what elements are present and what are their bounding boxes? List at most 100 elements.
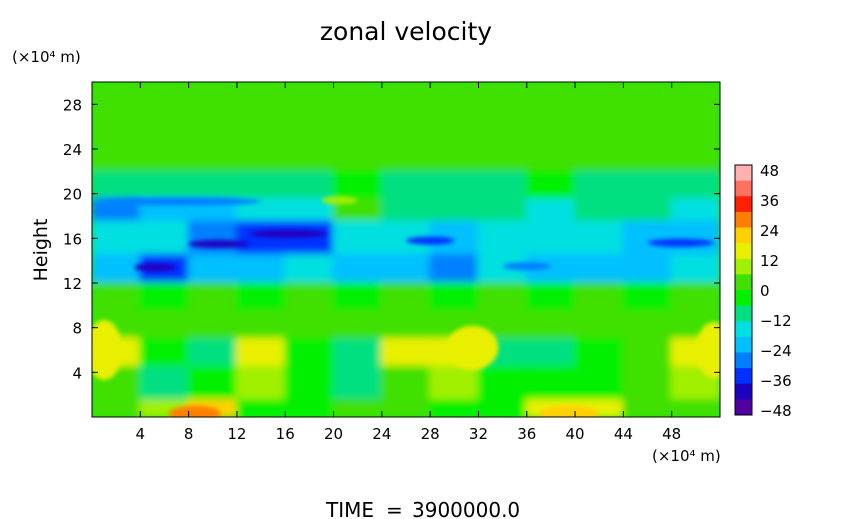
heatmap-blob xyxy=(539,405,600,417)
x-axis-ticks: 4 8 12 16 20 24 28 32 36 40 44 48 xyxy=(136,82,681,443)
heatmap-cell xyxy=(284,365,335,402)
colorbar-segment xyxy=(735,399,752,416)
heatmap-cell xyxy=(284,82,335,128)
heatmap-cell xyxy=(332,282,383,312)
colorbar-tick-label: −24 xyxy=(760,342,792,360)
heatmap-cell xyxy=(622,337,673,368)
heatmap-cell xyxy=(622,170,673,201)
x-tick-label: 16 xyxy=(276,425,295,443)
heatmap-cell xyxy=(139,220,190,257)
heatmap-cell xyxy=(574,170,625,201)
heatmap-cell xyxy=(235,125,287,173)
heatmap-cell xyxy=(139,82,190,128)
x-tick-label: 48 xyxy=(662,425,681,443)
heatmap-cell xyxy=(284,254,335,284)
heatmap-blob xyxy=(168,405,221,417)
x-tick-label: 36 xyxy=(517,425,536,443)
heatmap-cell xyxy=(235,82,287,128)
heatmap-streak xyxy=(188,239,249,248)
heatmap-streak xyxy=(134,263,177,272)
heatmap-cell xyxy=(574,125,625,173)
colorbar-tick-label: 0 xyxy=(760,282,770,300)
heatmap-cell xyxy=(574,337,625,368)
heatmap-cell xyxy=(622,282,673,312)
heatmap-cell xyxy=(332,82,383,128)
x-axis-unit-label: (×10⁴ m) xyxy=(652,447,721,465)
heatmap-cell xyxy=(622,220,673,257)
heatmap-cell xyxy=(380,125,432,173)
colorbar-tick-label: −12 xyxy=(760,312,792,330)
heatmap-cell xyxy=(670,399,720,417)
heatmap-streak xyxy=(647,238,714,247)
heatmap-cell xyxy=(380,399,432,417)
heatmap-cell xyxy=(622,125,673,173)
heatmap-cell xyxy=(92,170,142,201)
colorbar-segment xyxy=(735,352,752,369)
heatmap-cell xyxy=(332,125,383,173)
heatmap-cell xyxy=(670,82,720,128)
heatmap-cell xyxy=(622,254,673,284)
heatmap-cell xyxy=(574,254,625,284)
heatmap-cell xyxy=(235,254,287,284)
colorbar-segment xyxy=(735,258,752,275)
heatmap-cell xyxy=(235,282,287,312)
heatmap-cell xyxy=(92,220,142,257)
heatmap-cell xyxy=(187,170,238,201)
heatmap-cell xyxy=(670,198,720,223)
heatmap-cell xyxy=(380,82,432,128)
heatmap-cell xyxy=(332,337,383,368)
heatmap-cell xyxy=(332,254,383,284)
heatmap-cell xyxy=(139,125,190,173)
heatmap-blob xyxy=(446,325,499,370)
colorbar-segment xyxy=(735,383,752,400)
heatmap-cell xyxy=(187,125,238,173)
heatmap-cell xyxy=(380,337,432,368)
colorbar-ticks: 48 36 24 12 0 −12 −24 −36 −48 xyxy=(760,162,792,420)
heatmap-cell xyxy=(525,337,577,368)
colorbar-segment xyxy=(735,305,752,322)
heatmap-cell xyxy=(332,309,383,340)
heatmap-cell xyxy=(477,220,528,257)
heatmap-streak xyxy=(406,236,455,245)
colorbar-frame xyxy=(734,164,753,416)
heatmap-cell xyxy=(380,365,432,402)
y-tick-label: 16 xyxy=(63,230,82,248)
heatmap-cell xyxy=(622,399,673,417)
heatmap-cell xyxy=(92,282,142,312)
heatmap-cell xyxy=(670,254,720,284)
heatmap-cell xyxy=(284,399,335,417)
x-tick-label: 44 xyxy=(614,425,633,443)
chart-title: zonal velocity xyxy=(320,17,492,46)
x-tick-label: 4 xyxy=(136,425,146,443)
heatmap-details xyxy=(92,196,720,417)
colorbar-segment xyxy=(735,290,752,307)
colorbar-segment xyxy=(735,336,752,353)
heatmap-cell xyxy=(525,198,577,223)
heatmap-cell xyxy=(380,198,432,223)
heatmap-cell xyxy=(525,282,577,312)
heatmap-cell xyxy=(380,254,432,284)
x-tick-label: 20 xyxy=(324,425,343,443)
heatmap-cell xyxy=(92,82,142,128)
heatmap-cell xyxy=(380,170,432,201)
y-axis-label: Height xyxy=(30,219,52,282)
heatmap-cell xyxy=(622,82,673,128)
heatmap-cell xyxy=(477,125,528,173)
heatmap-blob xyxy=(92,320,123,380)
heatmap-cell xyxy=(574,282,625,312)
heatmap-cell xyxy=(139,170,190,201)
heatmap-cell xyxy=(429,82,480,128)
heatmap-cell xyxy=(380,282,432,312)
x-tick-label: 8 xyxy=(184,425,194,443)
heatmap-cell xyxy=(284,220,335,257)
heatmap-cell xyxy=(92,125,142,173)
heatmap-cell xyxy=(477,365,528,402)
heatmap-cell xyxy=(429,198,480,223)
heatmap-cell xyxy=(284,337,335,368)
heatmap-cell xyxy=(670,282,720,312)
heatmap-bands xyxy=(92,82,720,417)
heatmap-cell xyxy=(187,254,238,284)
heatmap-cell xyxy=(477,82,528,128)
heatmap-cell xyxy=(332,220,383,257)
